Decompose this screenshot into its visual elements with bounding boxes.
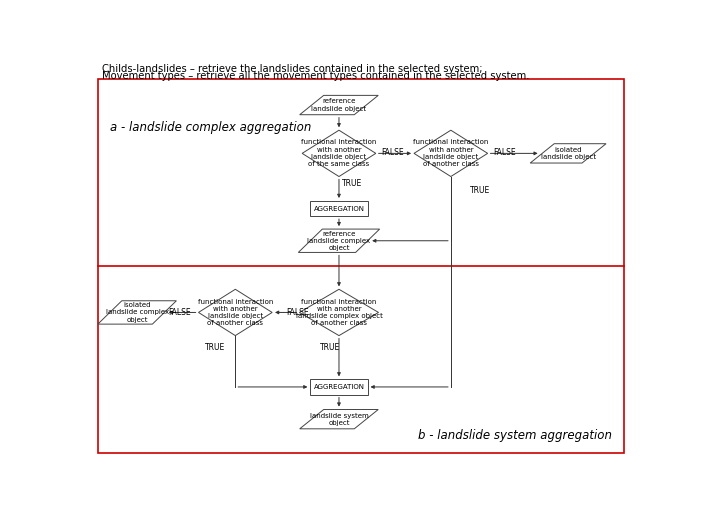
- Text: TRUE: TRUE: [470, 186, 490, 195]
- Text: isolated
landslide object: isolated landslide object: [541, 147, 596, 160]
- Text: functional interaction
with another
landslide object
of the same class: functional interaction with another land…: [301, 140, 377, 167]
- Polygon shape: [298, 229, 379, 253]
- Polygon shape: [199, 289, 272, 336]
- Text: TRUE: TRUE: [341, 179, 362, 188]
- Text: functional interaction
with another
landslide complex object
of another class: functional interaction with another land…: [296, 299, 382, 326]
- Text: Movement types – retrieve all the movement types contained in the selected syste: Movement types – retrieve all the moveme…: [101, 71, 529, 81]
- Text: TRUE: TRUE: [320, 344, 340, 353]
- Polygon shape: [414, 130, 488, 177]
- Text: landslide system
object: landslide system object: [310, 413, 368, 426]
- Text: reference
landslide object: reference landslide object: [311, 98, 367, 112]
- Text: isolated
landslide complex
object: isolated landslide complex object: [106, 302, 169, 323]
- FancyBboxPatch shape: [310, 379, 367, 394]
- Text: b - landslide system aggregation: b - landslide system aggregation: [417, 429, 612, 442]
- Text: functional interaction
with another
landslide object
of another class: functional interaction with another land…: [198, 299, 273, 326]
- Text: FALSE: FALSE: [168, 308, 191, 316]
- Text: functional interaction
with another
landslide object
of another class: functional interaction with another land…: [413, 140, 489, 167]
- Text: AGGREGATION: AGGREGATION: [313, 384, 365, 390]
- Text: Childs-landslides – retrieve the landslides contained in the selected system;: Childs-landslides – retrieve the landsli…: [101, 64, 482, 74]
- Polygon shape: [302, 130, 376, 177]
- Polygon shape: [300, 410, 378, 429]
- Text: FALSE: FALSE: [381, 149, 403, 157]
- Text: AGGREGATION: AGGREGATION: [313, 206, 365, 211]
- Polygon shape: [530, 144, 606, 163]
- Text: FALSE: FALSE: [286, 308, 308, 316]
- Text: a - landslide complex aggregation: a - landslide complex aggregation: [110, 121, 311, 134]
- Polygon shape: [98, 301, 177, 324]
- Text: FALSE: FALSE: [493, 149, 515, 157]
- Text: TRUE: TRUE: [206, 344, 225, 353]
- Polygon shape: [299, 289, 379, 336]
- FancyBboxPatch shape: [310, 201, 367, 216]
- Text: reference
landslide complex
object: reference landslide complex object: [308, 231, 370, 251]
- Polygon shape: [300, 95, 378, 115]
